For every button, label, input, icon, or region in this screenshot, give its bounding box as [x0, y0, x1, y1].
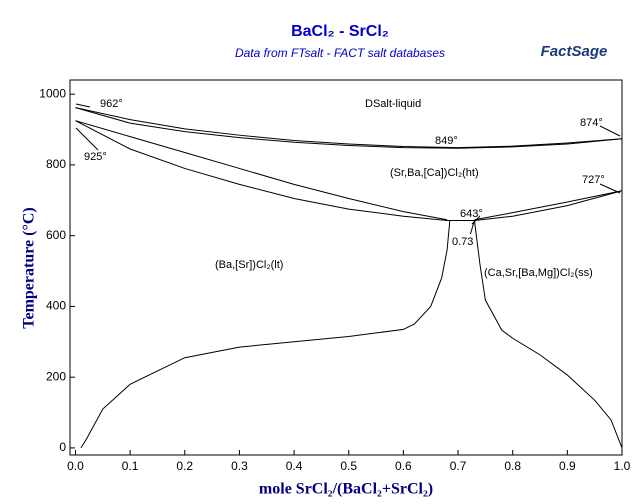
annotation: 643° — [460, 208, 483, 220]
phase-boundary — [80, 220, 451, 449]
chart-title: BaCl₂ - SrCl₂ — [291, 23, 389, 40]
x-axis-label: mole SrCl₂/(BaCl₂+SrCl₂) — [259, 481, 433, 498]
x-tick-label: 0.4 — [286, 459, 303, 473]
x-tick-label: 0.5 — [340, 459, 357, 473]
phase-boundary — [75, 120, 448, 221]
leader-line — [599, 183, 621, 194]
y-tick-label: 1000 — [39, 86, 66, 100]
annotation: 0.73 — [452, 236, 473, 248]
leader-line — [599, 125, 621, 137]
annotation: 962° — [100, 98, 123, 110]
y-tick-label: 600 — [46, 228, 66, 242]
x-tick-label: 1.0 — [614, 459, 631, 473]
leader-line — [469, 220, 475, 235]
x-tick-label: 0.1 — [122, 459, 139, 473]
phase-boundary — [447, 190, 623, 221]
x-tick-label: 0.7 — [450, 459, 467, 473]
plot-frame — [69, 79, 623, 456]
phase-boundary — [473, 220, 623, 449]
x-tick-label: 0.2 — [176, 459, 193, 473]
x-tick-label: 0.6 — [395, 459, 412, 473]
annotation: 874° — [580, 117, 603, 129]
x-tick-label: 0.3 — [231, 459, 248, 473]
phase-boundary — [75, 120, 448, 221]
annotation: 849° — [435, 135, 458, 147]
phase-boundary — [75, 107, 623, 149]
annotation: (Ba,[Sr])Cl₂(lt) — [215, 259, 283, 271]
logo: FactSage — [541, 43, 608, 60]
x-tick-label: 0.0 — [67, 459, 84, 473]
chart-subtitle: Data from FTsalt - FACT salt databases — [235, 46, 445, 60]
y-tick-label: 0 — [59, 440, 66, 454]
annotation: DSalt-liquid — [365, 98, 421, 110]
y-tick-label: 200 — [46, 369, 66, 383]
phase-boundary — [474, 190, 623, 221]
annotation: (Sr,Ba,[Ca])Cl₂(ht) — [390, 167, 479, 179]
x-tick-label: 0.9 — [559, 459, 576, 473]
leader-line — [75, 103, 91, 108]
phase-boundary — [75, 107, 623, 149]
annotation: 925° — [84, 151, 107, 163]
annotation: (Ca,Sr,[Ba,Mg])Cl₂(ss) — [484, 267, 593, 279]
y-axis-label: Temperature (°C) — [21, 207, 38, 328]
y-tick-label: 400 — [46, 299, 66, 313]
y-tick-label: 800 — [46, 157, 66, 171]
annotation: 727° — [582, 174, 605, 186]
x-tick-label: 0.8 — [504, 459, 521, 473]
leader-line — [75, 127, 99, 151]
